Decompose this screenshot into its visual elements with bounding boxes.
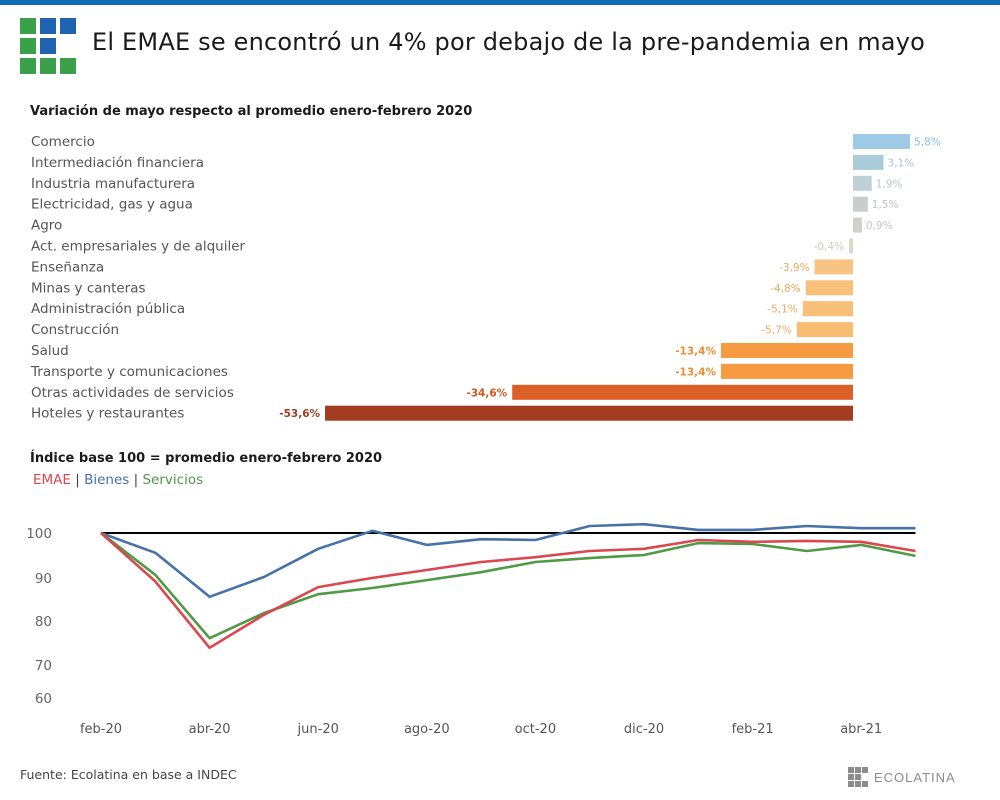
- logo-square: [20, 58, 36, 74]
- bar: [814, 259, 853, 275]
- category-label: Minas y canteras: [31, 280, 146, 296]
- legend-separator: |: [75, 472, 80, 488]
- x-tick-label: oct-20: [515, 722, 556, 737]
- bar: [853, 196, 868, 212]
- category-label: Act. empresariales y de alquiler: [31, 239, 246, 255]
- y-tick-label: 60: [35, 691, 52, 707]
- data-label: -13,4%: [675, 346, 716, 358]
- data-label: -4,8%: [770, 283, 800, 295]
- series-line-servicios: [100, 531, 916, 640]
- data-label: 0,9%: [866, 220, 893, 232]
- bar: [802, 301, 853, 317]
- bar: [849, 238, 853, 254]
- data-label: 1,5%: [872, 199, 899, 211]
- logo-square: [40, 58, 56, 74]
- logo-icon: [20, 18, 76, 74]
- data-label: 3,1%: [888, 157, 915, 169]
- x-tick-label: abr-21: [840, 722, 882, 737]
- top-accent-bar: [0, 0, 1000, 5]
- category-label: Salud: [31, 343, 69, 359]
- data-label: -5,1%: [767, 304, 797, 316]
- category-label: Transporte y comunicaciones: [30, 364, 228, 380]
- bar: [853, 154, 884, 170]
- x-tick-label: feb-21: [732, 722, 774, 737]
- bar: [512, 384, 853, 400]
- bar-chart-title: Variación de mayo respecto al promedio e…: [30, 104, 473, 119]
- data-label: 5,8%: [914, 137, 941, 149]
- category-label: Construcción: [31, 322, 119, 338]
- x-tick-label: ago-20: [404, 722, 450, 737]
- source-note: Fuente: Ecolatina en base a INDEC: [20, 767, 237, 782]
- x-tick-label: feb-20: [80, 722, 122, 737]
- bar: [805, 280, 853, 296]
- category-label: Intermediación financiera: [31, 155, 204, 171]
- category-label: Agro: [31, 218, 62, 234]
- data-label: 1,9%: [876, 178, 903, 190]
- bar: [853, 134, 911, 149]
- category-label: Electricidad, gas y agua: [31, 197, 193, 213]
- data-label: -5,7%: [761, 325, 791, 337]
- logo-square: [60, 58, 76, 74]
- x-tick-label: abr-20: [189, 722, 231, 737]
- legend-item-servicios: Servicios: [142, 472, 204, 488]
- logo-square: [60, 18, 76, 34]
- category-label: Otras actividades de servicios: [31, 385, 234, 401]
- data-label: -53,6%: [279, 408, 320, 420]
- brand-name: ECOLATINA: [874, 769, 956, 785]
- brand-logo: ECOLATINA: [848, 767, 956, 787]
- x-tick-label: jun-20: [297, 722, 339, 737]
- line-chart-title: Índice base 100 = promedio enero-febrero…: [30, 451, 383, 466]
- bar: [721, 343, 853, 358]
- data-label: -0,4%: [814, 241, 844, 253]
- category-label: Hoteles y restaurantes: [31, 406, 184, 422]
- page-title: El EMAE se encontró un 4% por debajo de …: [92, 28, 926, 56]
- line-chart-legend: EMAE | Bienes | Servicios: [33, 472, 203, 488]
- category-label: Comercio: [31, 134, 95, 150]
- category-label: Enseñanza: [31, 259, 104, 275]
- series-line-emae: [100, 532, 916, 650]
- category-label: Industria manufacturera: [31, 176, 195, 192]
- data-label: -3,9%: [779, 262, 809, 274]
- logo-square: [40, 38, 56, 54]
- brand-grid-icon: [848, 767, 868, 787]
- logo-square: [20, 18, 36, 34]
- logo-square: [20, 38, 36, 54]
- legend-item-bienes: Bienes: [84, 472, 130, 488]
- bar-chart: Comercio 5,8% Intermediación financiera 3,1…: [30, 134, 941, 422]
- series-line-bienes: [100, 522, 916, 599]
- data-label: -34,6%: [466, 387, 507, 399]
- legend-item-emae: EMAE: [33, 472, 71, 488]
- data-label: -13,4%: [675, 366, 716, 378]
- legend-separator: |: [133, 472, 139, 488]
- x-tick-label: dic-20: [624, 722, 664, 737]
- category-label: Administración pública: [31, 301, 185, 317]
- y-tick-label: 70: [35, 658, 52, 674]
- y-tick-label: 80: [35, 614, 52, 630]
- bar: [853, 217, 862, 233]
- y-tick-label: 90: [35, 571, 52, 587]
- logo-square: [40, 18, 56, 34]
- bar: [721, 363, 853, 379]
- bar: [853, 175, 872, 191]
- bar: [796, 322, 853, 338]
- y-tick-label: 100: [26, 526, 52, 542]
- bar: [325, 405, 853, 421]
